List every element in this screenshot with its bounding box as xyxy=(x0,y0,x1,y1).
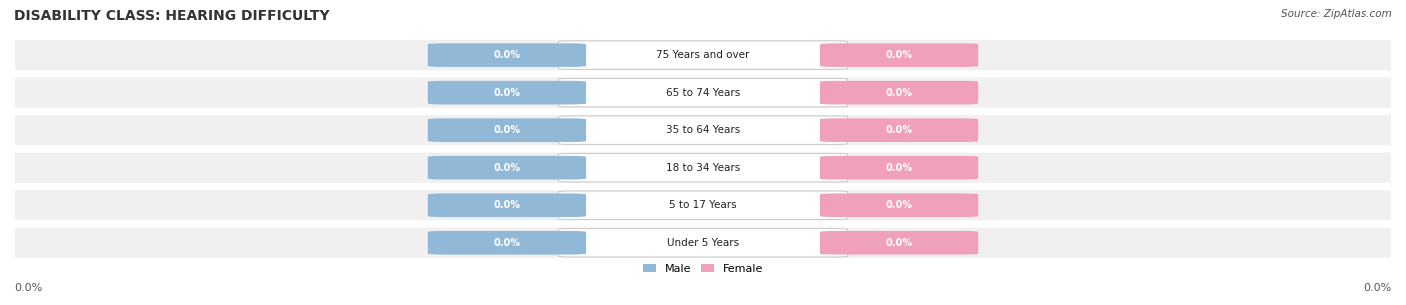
Text: 35 to 64 Years: 35 to 64 Years xyxy=(666,125,740,135)
Text: 0.0%: 0.0% xyxy=(1364,283,1392,293)
Text: 65 to 74 Years: 65 to 74 Years xyxy=(666,88,740,98)
FancyBboxPatch shape xyxy=(1,114,1405,146)
FancyBboxPatch shape xyxy=(558,228,848,257)
Text: 5 to 17 Years: 5 to 17 Years xyxy=(669,200,737,210)
FancyBboxPatch shape xyxy=(820,193,979,217)
Text: 0.0%: 0.0% xyxy=(886,200,912,210)
Text: 0.0%: 0.0% xyxy=(494,238,520,248)
FancyBboxPatch shape xyxy=(558,78,848,107)
FancyBboxPatch shape xyxy=(427,43,586,67)
Text: Source: ZipAtlas.com: Source: ZipAtlas.com xyxy=(1281,9,1392,19)
FancyBboxPatch shape xyxy=(1,77,1405,109)
Text: 0.0%: 0.0% xyxy=(886,238,912,248)
FancyBboxPatch shape xyxy=(1,152,1405,184)
FancyBboxPatch shape xyxy=(427,193,586,217)
FancyBboxPatch shape xyxy=(820,118,979,142)
Text: 0.0%: 0.0% xyxy=(494,163,520,173)
FancyBboxPatch shape xyxy=(1,189,1405,221)
FancyBboxPatch shape xyxy=(427,156,586,180)
Text: 0.0%: 0.0% xyxy=(494,88,520,98)
Text: Under 5 Years: Under 5 Years xyxy=(666,238,740,248)
FancyBboxPatch shape xyxy=(820,156,979,180)
Text: 0.0%: 0.0% xyxy=(886,125,912,135)
FancyBboxPatch shape xyxy=(427,231,586,255)
Text: 0.0%: 0.0% xyxy=(886,50,912,60)
FancyBboxPatch shape xyxy=(558,153,848,182)
FancyBboxPatch shape xyxy=(558,191,848,220)
FancyBboxPatch shape xyxy=(427,81,586,105)
Text: 0.0%: 0.0% xyxy=(494,125,520,135)
Text: DISABILITY CLASS: HEARING DIFFICULTY: DISABILITY CLASS: HEARING DIFFICULTY xyxy=(14,9,329,23)
Text: 0.0%: 0.0% xyxy=(886,163,912,173)
Text: 18 to 34 Years: 18 to 34 Years xyxy=(666,163,740,173)
Text: 0.0%: 0.0% xyxy=(494,200,520,210)
FancyBboxPatch shape xyxy=(1,39,1405,71)
Text: 0.0%: 0.0% xyxy=(886,88,912,98)
Text: 0.0%: 0.0% xyxy=(494,50,520,60)
FancyBboxPatch shape xyxy=(820,231,979,255)
FancyBboxPatch shape xyxy=(558,41,848,69)
FancyBboxPatch shape xyxy=(427,118,586,142)
FancyBboxPatch shape xyxy=(1,227,1405,259)
FancyBboxPatch shape xyxy=(820,81,979,105)
Legend: Male, Female: Male, Female xyxy=(643,264,763,274)
FancyBboxPatch shape xyxy=(558,116,848,145)
Text: 0.0%: 0.0% xyxy=(14,283,42,293)
Text: 75 Years and over: 75 Years and over xyxy=(657,50,749,60)
FancyBboxPatch shape xyxy=(820,43,979,67)
